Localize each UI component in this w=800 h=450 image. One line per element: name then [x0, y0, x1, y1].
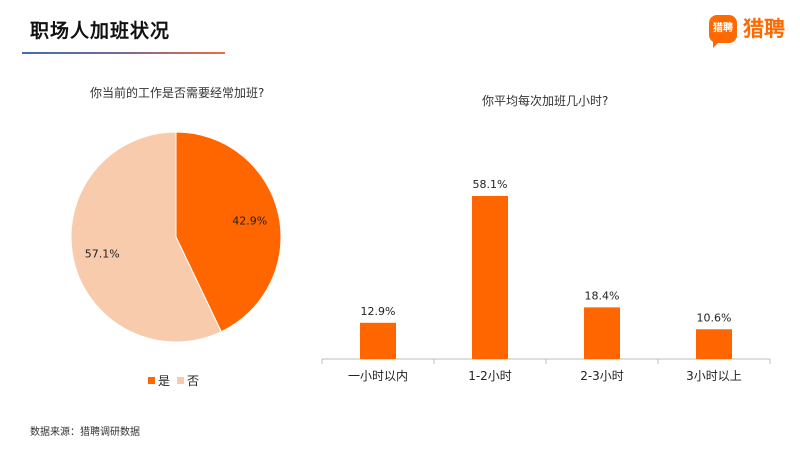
data-source-note: 数据来源：猎聘调研数据	[30, 427, 140, 438]
legend-label-0: 是	[158, 374, 170, 388]
bar-2	[584, 307, 620, 359]
bar-1	[472, 196, 508, 359]
page-title: 职场人加班状况	[30, 20, 171, 42]
legend-swatch-1	[177, 377, 184, 384]
liepin-logo: 猎聘 猎聘	[709, 15, 789, 48]
bar-category-label-3: 3小时以上	[686, 369, 742, 383]
legend-swatch-0	[148, 377, 155, 384]
pie-slice-1	[70, 131, 222, 343]
bar-category-label-0: 一小时以内	[348, 369, 408, 383]
bar-category-label-1: 1-2小时	[468, 369, 512, 383]
logo-text: 猎聘	[743, 17, 785, 41]
logo-badge-icon: 猎聘	[709, 15, 737, 48]
bar-chart-title: 你平均每次加班几小时?	[482, 94, 609, 108]
bar-value-label-0: 12.9%	[361, 305, 396, 318]
title-underline	[22, 52, 225, 54]
pie-slice-label-1: 57.1%	[85, 248, 120, 261]
bar-category-label-2: 2-3小时	[580, 369, 624, 383]
pie-legend: 是否	[148, 374, 199, 388]
bar-chart: 12.9% 一小时以内 58.1% 1-2小时 18.4% 2-3小时 10.6% 3小时以上	[321, 178, 771, 383]
bar-0	[360, 322, 396, 359]
bar-value-label-2: 18.4%	[585, 289, 620, 302]
pie-chart-title: 你当前的工作是否需要经常加班?	[90, 86, 265, 100]
bar-value-label-3: 10.6%	[697, 311, 732, 324]
legend-label-1: 否	[187, 374, 199, 388]
bar-value-label-1: 58.1%	[473, 178, 508, 191]
pie-slice-label-0: 42.9%	[232, 214, 267, 227]
pie-chart: 42.9% 57.1%	[70, 131, 282, 343]
pie-slice-0	[175, 131, 282, 333]
bar-3	[696, 329, 732, 359]
